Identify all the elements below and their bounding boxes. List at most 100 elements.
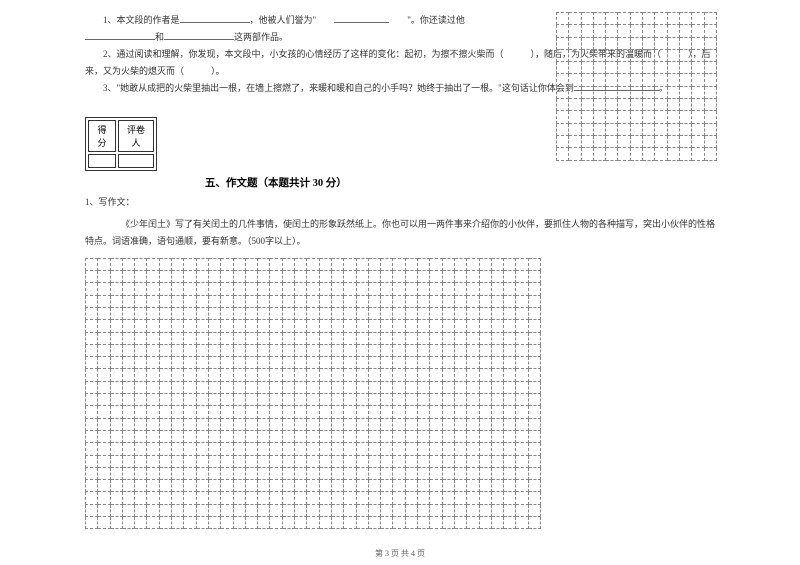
- grid-cell[interactable]: [270, 430, 282, 442]
- grid-cell[interactable]: [282, 492, 294, 504]
- grid-cell[interactable]: [245, 258, 257, 270]
- grid-cell[interactable]: [405, 443, 417, 455]
- grid-cell[interactable]: [233, 430, 245, 442]
- grid-cell[interactable]: [381, 307, 393, 319]
- grid-cell[interactable]: [479, 492, 491, 504]
- grid-cell[interactable]: [430, 258, 442, 270]
- grid-cell[interactable]: [282, 369, 294, 381]
- grid-cell[interactable]: [344, 492, 356, 504]
- grid-cell[interactable]: [405, 406, 417, 418]
- grid-cell[interactable]: [454, 516, 466, 528]
- grid-cell[interactable]: [368, 480, 380, 492]
- grid-cell[interactable]: [295, 492, 307, 504]
- grid-cell[interactable]: [630, 74, 642, 86]
- grid-cell[interactable]: [618, 135, 630, 147]
- grid-cell[interactable]: [86, 480, 98, 492]
- grid-cell[interactable]: [344, 332, 356, 344]
- grid-cell[interactable]: [135, 320, 147, 332]
- grid-cell[interactable]: [606, 25, 618, 37]
- grid-cell[interactable]: [196, 295, 208, 307]
- grid-cell[interactable]: [159, 258, 171, 270]
- grid-cell[interactable]: [516, 332, 528, 344]
- grid-cell[interactable]: [135, 492, 147, 504]
- grid-cell[interactable]: [245, 492, 257, 504]
- grid-cell[interactable]: [98, 332, 110, 344]
- grid-cell[interactable]: [258, 344, 270, 356]
- grid-cell[interactable]: [295, 271, 307, 283]
- grid-cell[interactable]: [418, 492, 430, 504]
- grid-cell[interactable]: [516, 430, 528, 442]
- grid-cell[interactable]: [208, 283, 220, 295]
- grid-cell[interactable]: [282, 283, 294, 295]
- grid-cell[interactable]: [655, 135, 667, 147]
- grid-cell[interactable]: [528, 480, 540, 492]
- grid-cell[interactable]: [393, 369, 405, 381]
- grid-cell[interactable]: [467, 369, 479, 381]
- grid-cell[interactable]: [606, 49, 618, 61]
- grid-cell[interactable]: [467, 406, 479, 418]
- grid-cell[interactable]: [704, 111, 716, 123]
- grid-cell[interactable]: [479, 357, 491, 369]
- grid-cell[interactable]: [557, 135, 569, 147]
- grid-cell[interactable]: [454, 295, 466, 307]
- grid-cell[interactable]: [504, 369, 516, 381]
- grid-cell[interactable]: [356, 283, 368, 295]
- grid-cell[interactable]: [122, 467, 134, 479]
- grid-cell[interactable]: [418, 258, 430, 270]
- grid-cell[interactable]: [184, 271, 196, 283]
- grid-cell[interactable]: [504, 516, 516, 528]
- grid-cell[interactable]: [393, 406, 405, 418]
- grid-cell[interactable]: [381, 320, 393, 332]
- grid-cell[interactable]: [418, 504, 430, 516]
- grid-cell[interactable]: [319, 258, 331, 270]
- grid-cell[interactable]: [122, 406, 134, 418]
- grid-cell[interactable]: [295, 320, 307, 332]
- grid-cell[interactable]: [282, 418, 294, 430]
- grid-cell[interactable]: [319, 283, 331, 295]
- grid-cell[interactable]: [344, 295, 356, 307]
- grid-cell[interactable]: [221, 467, 233, 479]
- grid-cell[interactable]: [467, 332, 479, 344]
- grid-cell[interactable]: [98, 271, 110, 283]
- grid-cell[interactable]: [393, 430, 405, 442]
- grid-cell[interactable]: [282, 271, 294, 283]
- grid-cell[interactable]: [295, 344, 307, 356]
- grid-cell[interactable]: [110, 443, 122, 455]
- grid-cell[interactable]: [430, 283, 442, 295]
- grid-cell[interactable]: [221, 295, 233, 307]
- grid-cell[interactable]: [135, 283, 147, 295]
- grid-cell[interactable]: [430, 271, 442, 283]
- grid-cell[interactable]: [159, 394, 171, 406]
- grid-cell[interactable]: [504, 320, 516, 332]
- grid-cell[interactable]: [319, 369, 331, 381]
- grid-cell[interactable]: [569, 74, 581, 86]
- grid-cell[interactable]: [98, 492, 110, 504]
- grid-cell[interactable]: [196, 504, 208, 516]
- grid-cell[interactable]: [196, 418, 208, 430]
- grid-cell[interactable]: [454, 455, 466, 467]
- grid-cell[interactable]: [704, 123, 716, 135]
- grid-cell[interactable]: [643, 13, 655, 25]
- grid-cell[interactable]: [381, 271, 393, 283]
- grid-cell[interactable]: [491, 480, 503, 492]
- grid-cell[interactable]: [430, 381, 442, 393]
- grid-cell[interactable]: [569, 111, 581, 123]
- grid-cell[interactable]: [258, 430, 270, 442]
- grid-cell[interactable]: [630, 49, 642, 61]
- grid-cell[interactable]: [208, 516, 220, 528]
- grid-cell[interactable]: [528, 492, 540, 504]
- grid-cell[interactable]: [98, 307, 110, 319]
- grid-cell[interactable]: [147, 516, 159, 528]
- grid-cell[interactable]: [381, 430, 393, 442]
- grid-cell[interactable]: [393, 504, 405, 516]
- grid-cell[interactable]: [528, 258, 540, 270]
- grid-cell[interactable]: [442, 492, 454, 504]
- grid-cell[interactable]: [516, 320, 528, 332]
- grid-cell[interactable]: [135, 344, 147, 356]
- grid-cell[interactable]: [491, 307, 503, 319]
- grid-cell[interactable]: [233, 516, 245, 528]
- grid-cell[interactable]: [381, 258, 393, 270]
- grid-cell[interactable]: [368, 418, 380, 430]
- grid-cell[interactable]: [270, 357, 282, 369]
- grid-cell[interactable]: [196, 307, 208, 319]
